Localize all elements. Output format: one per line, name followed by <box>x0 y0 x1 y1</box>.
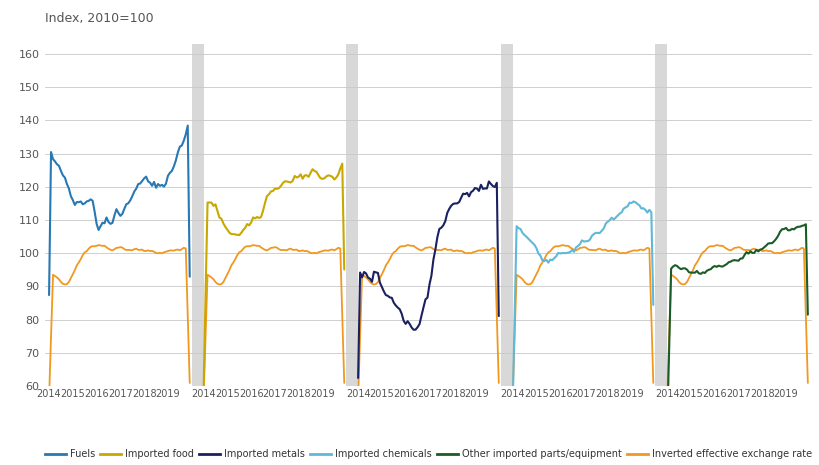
Bar <box>192 44 203 386</box>
Bar <box>346 44 358 386</box>
Bar <box>500 44 512 386</box>
Legend: Fuels, Imported food, Imported metals, Imported chemicals, Other imported parts/: Fuels, Imported food, Imported metals, I… <box>41 445 815 463</box>
Bar <box>654 44 667 386</box>
Text: Index, 2010=100: Index, 2010=100 <box>45 13 153 26</box>
